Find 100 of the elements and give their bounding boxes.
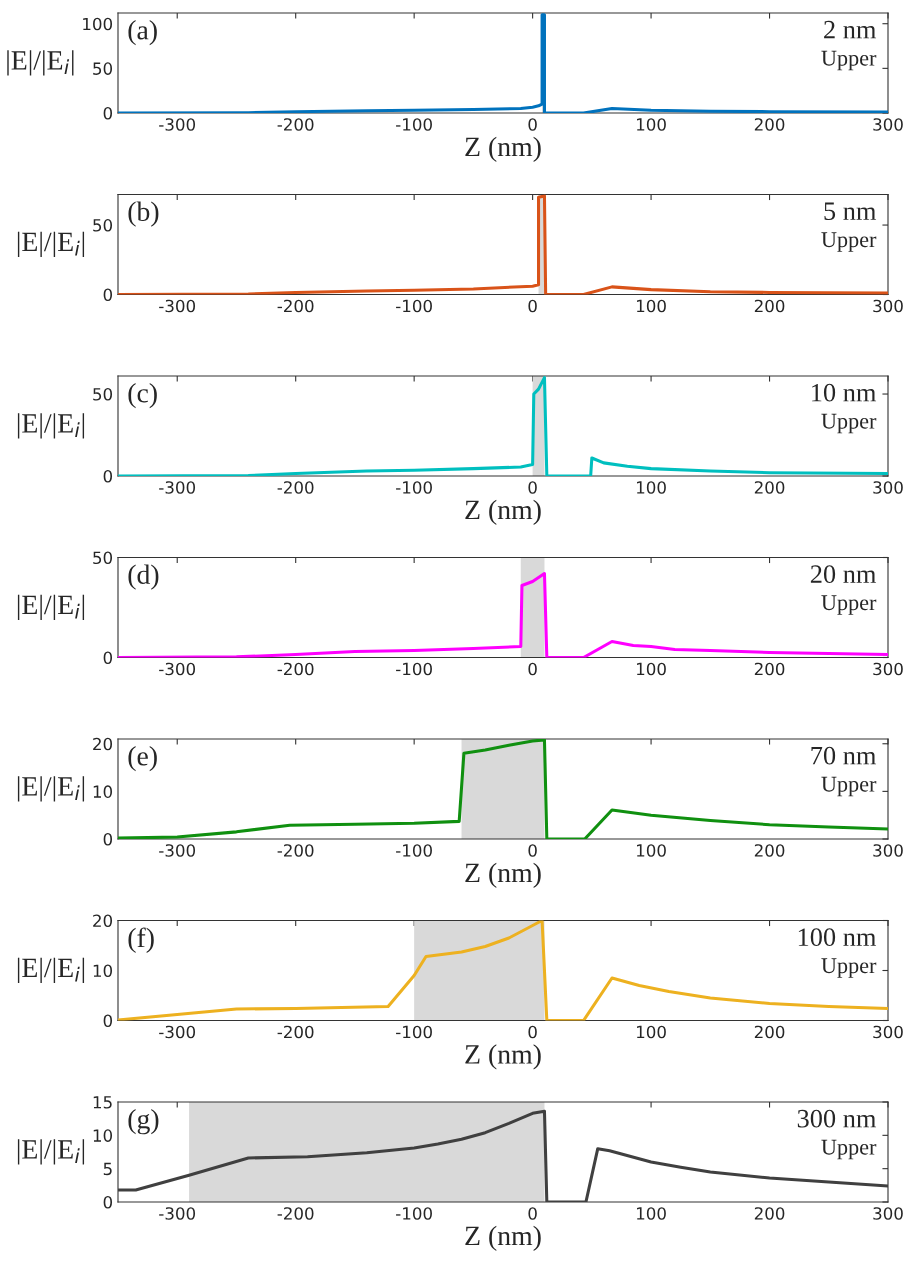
x-tick-label: -300 (159, 481, 196, 494)
y-tick-label: 15 (93, 1096, 112, 1109)
x-tick-label: 0 (528, 1025, 537, 1039)
y-axis-title: |E|/|E$_{i}$| (7, 50, 74, 76)
annotation: (a) (128, 20, 157, 46)
x-axis-title: Z (nm) (465, 1044, 541, 1070)
annotation: 70 nm (811, 746, 877, 765)
annotation: Upper (821, 776, 877, 797)
y-axis-title: |E|/|E$_{i}$| (17, 594, 85, 620)
y-tick-label: 0 (103, 469, 113, 483)
y-tick-label: 0 (103, 288, 113, 302)
x-tick-label: -100 (396, 1207, 432, 1220)
y-tick-label: 50 (93, 551, 113, 565)
annotation: Upper (821, 1139, 877, 1160)
line-series (118, 194, 888, 295)
annotation: (f) (128, 927, 154, 953)
y-tick-label: 0 (103, 832, 113, 846)
x-tick-label: -300 (159, 844, 196, 857)
x-tick-label: -100 (396, 118, 432, 131)
x-tick-label: 200 (754, 1207, 785, 1220)
y-tick-label: 10 (93, 964, 113, 978)
x-tick-label: 300 (873, 1207, 903, 1220)
x-tick-label: -200 (277, 481, 314, 494)
x-tick-label: 100 (637, 299, 666, 313)
x-axis-title: Z (nm) (465, 136, 541, 162)
x-tick-label: 100 (637, 1207, 666, 1220)
y-tick-label: 5 (103, 1162, 112, 1176)
line-series (118, 13, 888, 113)
x-tick-label: 0 (528, 1207, 537, 1220)
y-tick-label: 0 (103, 106, 113, 120)
x-tick-label: -300 (159, 662, 196, 676)
y-tick-label: 10 (93, 1129, 113, 1142)
y-axis-title: |E|/|E$_{i}$| (17, 776, 85, 802)
annotation: (e) (128, 746, 157, 772)
x-tick-label: 200 (754, 844, 785, 857)
annotation: 100 nm (798, 928, 877, 947)
y-axis-title: |E|/|E$_{i}$| (17, 231, 85, 257)
x-tick-label: -300 (159, 1025, 196, 1039)
x-tick-label: -100 (396, 844, 432, 857)
x-tick-label: 100 (637, 1025, 666, 1039)
x-tick-label: 300 (873, 481, 903, 494)
x-tick-label: 0 (528, 481, 537, 494)
annotation: Upper (821, 50, 877, 71)
x-tick-label: -100 (396, 481, 432, 494)
annotation: (d) (128, 564, 159, 590)
x-tick-label: 0 (528, 662, 537, 676)
x-tick-label: 200 (754, 662, 785, 676)
x-axis-title: Z (nm) (465, 1225, 541, 1251)
x-tick-label: -200 (277, 118, 314, 131)
x-tick-label: 100 (637, 844, 666, 857)
y-tick-label: 50 (93, 219, 113, 232)
x-tick-label: -100 (396, 662, 432, 676)
y-tick-label: 50 (93, 388, 113, 401)
line-series (118, 920, 888, 1021)
annotation: (c) (128, 383, 157, 409)
annotation: (g) (128, 1109, 159, 1135)
annotation: 5 nm (824, 202, 877, 221)
x-axis-title: Z (nm) (465, 862, 541, 888)
x-tick-label: -200 (277, 1207, 314, 1220)
y-tick-label: 0 (103, 1195, 113, 1209)
x-tick-label: 0 (528, 844, 537, 857)
x-tick-label: -200 (277, 1025, 314, 1039)
x-tick-label: -200 (277, 299, 314, 313)
annotation: 300 nm (797, 1109, 877, 1128)
x-tick-label: 100 (637, 662, 666, 676)
y-axis-title: |E|/|E$_{i}$| (17, 957, 85, 983)
annotation: 2 nm (824, 20, 877, 39)
x-tick-label: 300 (873, 1025, 903, 1039)
y-tick-label: 0 (103, 651, 113, 665)
x-tick-label: -300 (159, 1207, 196, 1220)
y-axis-title: |E|/|E$_{i}$| (17, 413, 85, 439)
y-axis-title: |E|/|E$_{i}$| (17, 1139, 85, 1165)
annotation: Upper (821, 958, 877, 978)
x-tick-label: -200 (277, 662, 314, 676)
y-tick-label: 100 (83, 17, 113, 31)
annotation: Upper (821, 595, 877, 615)
y-tick-label: 10 (93, 785, 113, 798)
x-tick-label: -300 (159, 118, 196, 131)
x-tick-label: 200 (754, 299, 785, 313)
x-tick-label: -200 (277, 844, 314, 857)
x-tick-label: 300 (873, 299, 903, 313)
y-tick-label: 20 (93, 737, 113, 751)
x-tick-label: 300 (873, 662, 903, 676)
x-tick-label: 300 (873, 118, 903, 131)
line-series (118, 376, 888, 476)
x-tick-label: 200 (754, 118, 785, 131)
annotation: 20 nm (810, 565, 877, 584)
x-tick-label: 100 (637, 118, 666, 131)
annotation: 10 nm (812, 383, 877, 402)
x-tick-label: 200 (754, 481, 785, 494)
x-tick-label: -300 (159, 299, 196, 313)
y-tick-label: 20 (93, 914, 113, 928)
x-tick-label: -100 (396, 299, 432, 313)
annotation: (b) (128, 201, 159, 227)
annotation: Upper (821, 232, 877, 252)
x-axis-title: Z (nm) (465, 499, 541, 525)
x-tick-label: 0 (528, 299, 537, 313)
y-tick-label: 50 (93, 62, 113, 75)
x-tick-label: 200 (754, 1025, 785, 1039)
x-tick-label: -100 (396, 1025, 432, 1039)
